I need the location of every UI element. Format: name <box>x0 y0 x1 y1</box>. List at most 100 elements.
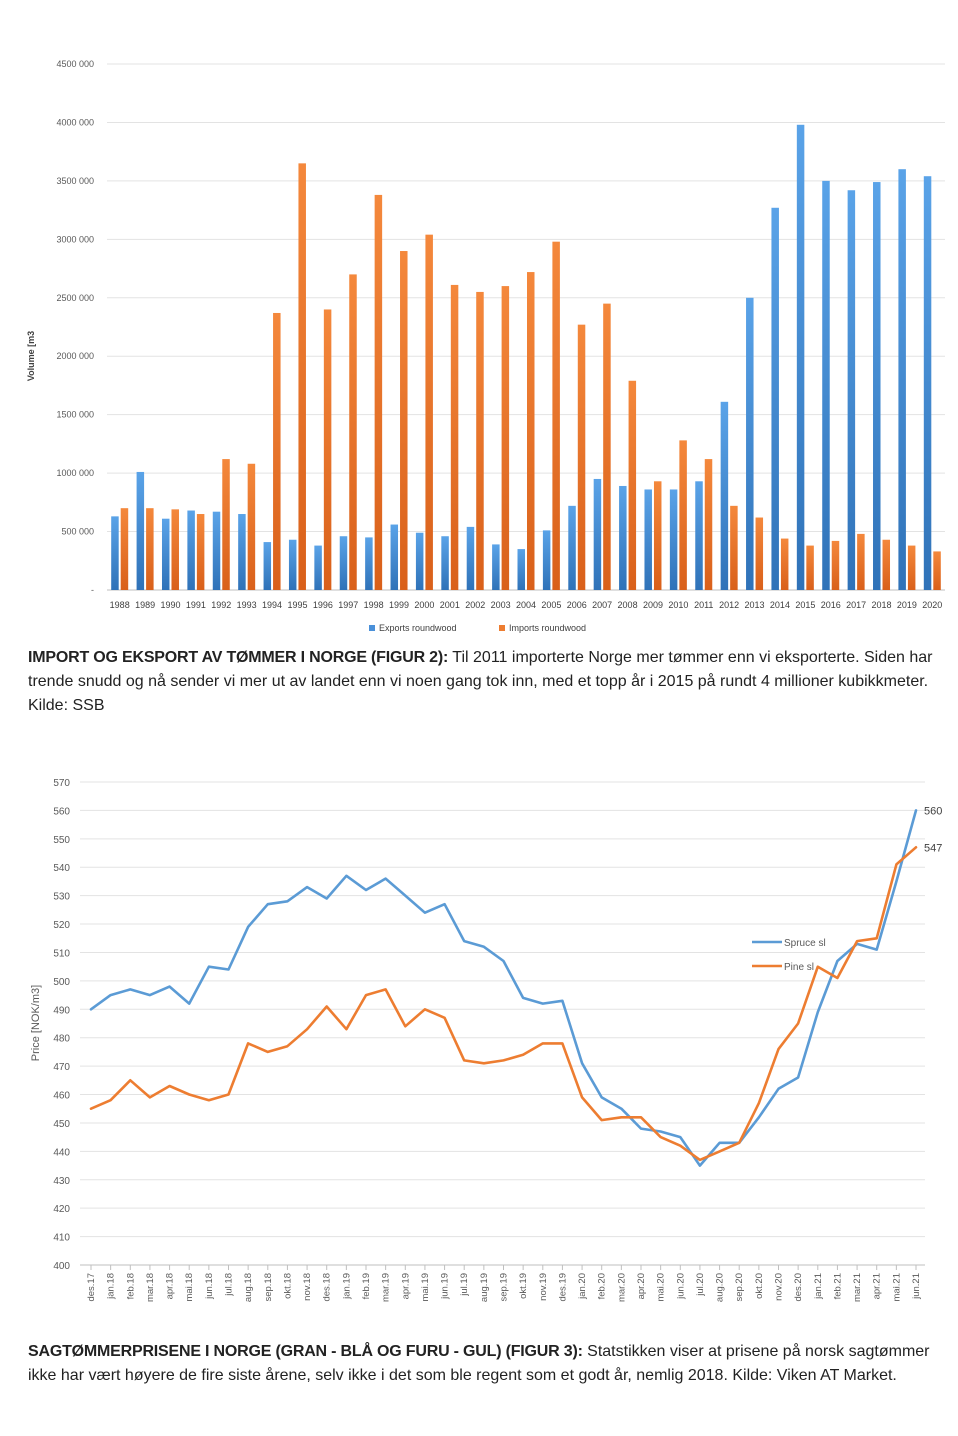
bar-imports <box>374 194 383 590</box>
bar-imports <box>857 533 865 590</box>
y-tick-label: - <box>91 585 94 595</box>
x-tick-label: 2001 <box>440 600 460 610</box>
x-tick-label: 1996 <box>313 600 333 610</box>
x-tick-label: aug.18 <box>243 1273 254 1302</box>
x-tick-label: jan.21 <box>813 1273 824 1300</box>
x-tick-label: feb.20 <box>597 1273 608 1299</box>
bar-exports <box>111 516 119 590</box>
bar-exports <box>923 176 932 591</box>
x-tick-label: 2011 <box>694 600 713 610</box>
x-tick-label: okt.20 <box>754 1273 765 1299</box>
x-tick-label: aug.19 <box>479 1273 490 1302</box>
y-tick-label: 540 <box>53 863 70 874</box>
bar-exports <box>415 532 424 590</box>
y-tick-label: 400 <box>53 1261 70 1272</box>
bar-exports <box>669 489 678 590</box>
x-tick-label: jul.18 <box>224 1273 235 1297</box>
y-tick-label: 450 <box>53 1119 70 1130</box>
x-tick-label: sep.20 <box>734 1273 745 1302</box>
y-axis-title: Price [NOK/m3] <box>30 985 42 1061</box>
bar-imports <box>196 514 205 590</box>
bar-imports <box>628 380 637 590</box>
x-tick-label: feb.18 <box>125 1273 136 1299</box>
bar-exports <box>314 545 322 590</box>
bar-exports <box>441 536 449 590</box>
bar-exports <box>212 511 221 590</box>
y-tick-label: 430 <box>53 1176 70 1187</box>
bar-exports <box>720 401 729 590</box>
x-tick-label: sep.19 <box>499 1273 510 1302</box>
x-tick-label: jan.18 <box>106 1273 117 1300</box>
x-tick-label: apr.21 <box>872 1273 883 1299</box>
x-tick-label: 2010 <box>668 600 688 610</box>
bar-imports <box>653 481 662 590</box>
y-tick-label: 3000 000 <box>56 234 94 244</box>
x-tick-label: mar.20 <box>616 1273 627 1302</box>
figure-3-caption: SAGTØMMERPRISENE I NORGE (GRAN - BLÅ OG … <box>28 1340 933 1388</box>
x-tick-label: des.18 <box>322 1273 333 1302</box>
figure-2-caption-title: IMPORT OG EKSPORT AV TØMMER I NORGE (FIG… <box>28 649 449 666</box>
x-tick-label: nov.19 <box>538 1273 549 1301</box>
bar-imports <box>298 163 306 590</box>
bar-exports <box>263 542 272 590</box>
bar-imports <box>780 538 789 590</box>
y-tick-label: 470 <box>53 1062 70 1073</box>
bar-imports <box>679 440 687 590</box>
x-tick-label: okt.19 <box>518 1273 529 1299</box>
y-axis-title: Volume [m3 <box>26 331 36 381</box>
x-tick-label: mar.18 <box>145 1273 156 1302</box>
bar-exports <box>873 182 881 590</box>
bar-exports <box>187 510 195 590</box>
x-tick-label: 2019 <box>897 600 917 610</box>
figure-2-caption-text: Til 2011 importerte Norge mer tømmer enn… <box>28 649 933 714</box>
y-tick-label: 1000 000 <box>56 468 94 478</box>
bar-imports <box>425 234 433 590</box>
bar-imports <box>730 505 738 590</box>
y-tick-label: 440 <box>53 1147 70 1158</box>
bar-imports <box>247 463 256 590</box>
bar-imports <box>552 241 560 590</box>
y-tick-label: 530 <box>53 892 70 903</box>
bar-imports <box>120 508 129 590</box>
y-tick-label: 3500 000 <box>56 176 94 186</box>
bar-imports <box>933 551 941 590</box>
bar-exports <box>619 485 627 590</box>
y-tick-label: 4000 000 <box>56 117 94 127</box>
x-tick-label: mai.18 <box>184 1273 195 1302</box>
x-tick-label: mai.21 <box>891 1273 902 1302</box>
x-tick-label: 2014 <box>770 600 790 610</box>
bar-exports <box>568 505 576 590</box>
y-tick-label: 410 <box>53 1233 70 1244</box>
x-tick-label: 2006 <box>567 600 587 610</box>
y-tick-label: 2000 000 <box>56 351 94 361</box>
x-tick-label: 1989 <box>135 600 155 610</box>
x-tick-label: jul.20 <box>695 1273 706 1297</box>
y-tick-label: 4500 000 <box>56 59 94 69</box>
x-tick-label: 2013 <box>745 600 765 610</box>
bar-exports <box>390 524 399 590</box>
x-tick-label: 2015 <box>795 600 815 610</box>
x-tick-label: 2004 <box>516 600 536 610</box>
y-tick-label: 480 <box>53 1034 70 1045</box>
x-tick-label: 2005 <box>541 600 561 610</box>
bar-exports <box>365 537 373 590</box>
bar-imports <box>501 286 510 590</box>
x-tick-label: jun.21 <box>911 1273 922 1300</box>
bar-exports <box>517 549 525 590</box>
x-tick-label: 2000 <box>414 600 434 610</box>
figure-3-caption-title: SAGTØMMERPRISENE I NORGE (GRAN - BLÅ OG … <box>28 1343 583 1360</box>
bar-exports <box>898 169 906 590</box>
bar-imports <box>349 274 357 590</box>
bar-exports <box>847 190 856 591</box>
x-tick-label: 1994 <box>262 600 282 610</box>
x-tick-label: sep.18 <box>263 1273 274 1302</box>
bar-exports <box>746 297 754 590</box>
x-tick-label: 1993 <box>237 600 257 610</box>
x-tick-label: 2009 <box>643 600 663 610</box>
x-tick-label: feb.21 <box>832 1273 843 1299</box>
legend-label: Exports roundwood <box>379 623 457 633</box>
bar-exports <box>492 544 500 590</box>
bar-imports <box>273 312 281 590</box>
bar-imports <box>171 509 179 590</box>
legend-swatch <box>499 625 505 631</box>
